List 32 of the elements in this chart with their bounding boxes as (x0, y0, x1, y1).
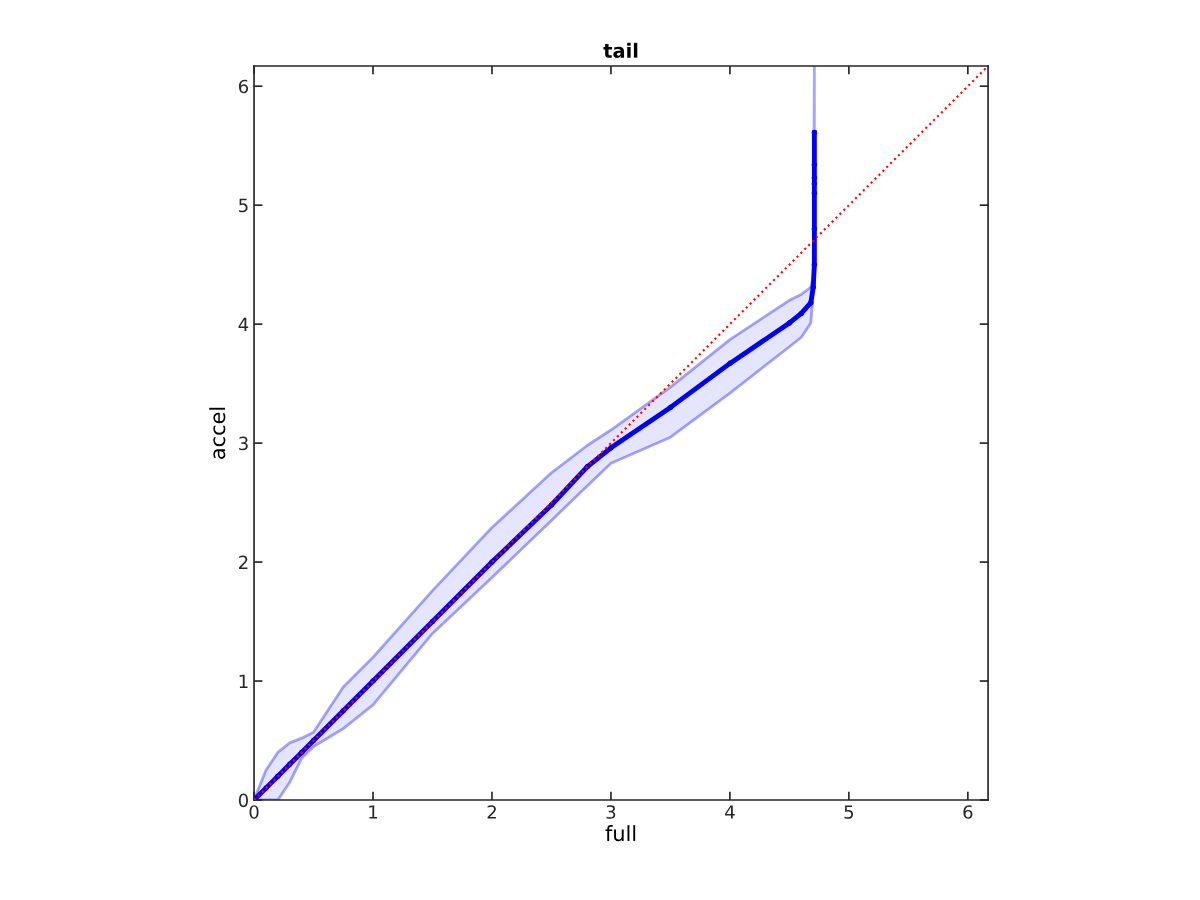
y-tick-label: 1 (239, 674, 248, 688)
y-tick-label: 6 (238, 79, 249, 94)
point (786, 320, 793, 326)
x-tick-label: 0 (249, 805, 259, 819)
point (811, 180, 818, 187)
y-tick-label: 3 (239, 436, 248, 451)
point (667, 404, 674, 411)
x-axis-title: full (605, 825, 636, 842)
x-tick-label: 1 (369, 805, 378, 819)
x-tick-label: 4 (725, 805, 735, 819)
point (811, 261, 818, 268)
x-tick-label: 3 (606, 805, 616, 819)
x-tick-label: 2 (487, 805, 496, 819)
point (810, 284, 816, 291)
y-tick-label: 5 (239, 198, 248, 213)
point (811, 175, 818, 181)
y-tick-label: 2 (239, 555, 248, 569)
x-tick-label: 6 (963, 805, 973, 819)
point (811, 190, 818, 197)
x-tick-label: 5 (844, 805, 854, 819)
y-tick-label: 0 (238, 793, 248, 808)
point (808, 299, 814, 306)
point (811, 226, 818, 232)
y-tick-label: 4 (238, 317, 249, 331)
point (811, 129, 818, 136)
point (727, 360, 733, 367)
chart-title: tail (603, 42, 638, 58)
y-axis-title: accel (209, 407, 226, 459)
point (798, 310, 805, 317)
point (548, 502, 555, 508)
point (608, 445, 614, 451)
point (811, 161, 818, 168)
